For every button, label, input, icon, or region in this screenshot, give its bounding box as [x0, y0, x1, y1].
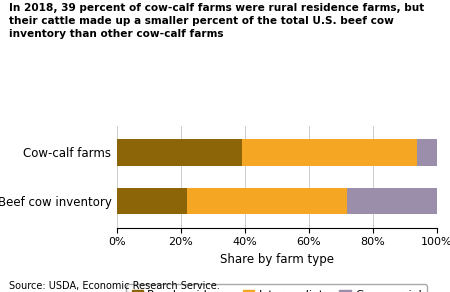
Bar — [117, 139, 242, 166]
Bar — [417, 139, 436, 166]
Text: In 2018, 39 percent of cow-calf farms were rural residence farms, but
their catt: In 2018, 39 percent of cow-calf farms we… — [9, 3, 424, 39]
Bar — [347, 188, 436, 214]
Bar — [117, 188, 187, 214]
Bar — [242, 139, 417, 166]
Text: Source: USDA, Economic Research Service.: Source: USDA, Economic Research Service. — [9, 281, 220, 291]
Legend: Rural residence, Intermediate, Commercial: Rural residence, Intermediate, Commercia… — [126, 284, 427, 292]
Bar — [187, 188, 347, 214]
X-axis label: Share by farm type: Share by farm type — [220, 253, 334, 266]
